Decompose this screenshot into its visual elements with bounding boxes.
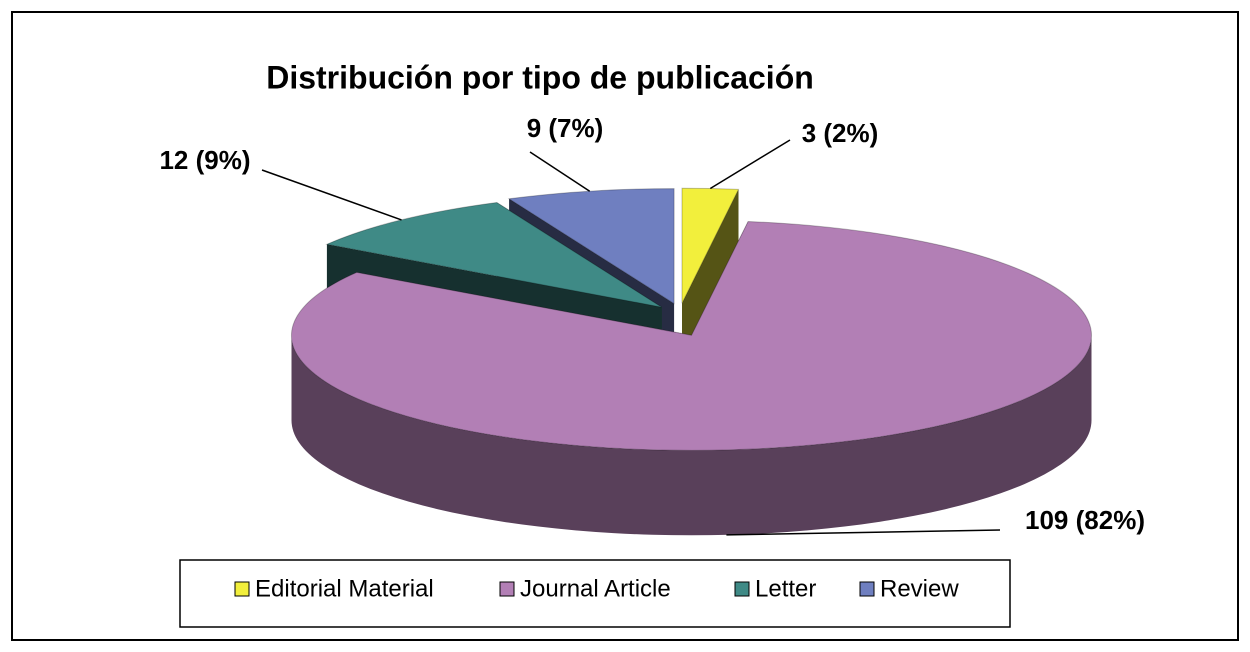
legend-label: Review xyxy=(880,575,959,602)
legend-label: Editorial Material xyxy=(255,575,434,602)
slice xyxy=(290,220,1092,536)
legend-label: Letter xyxy=(755,575,816,602)
data-label: 3 (2%) xyxy=(802,118,879,148)
legend-swatch xyxy=(499,581,515,597)
slice xyxy=(507,188,675,305)
legend-swatch xyxy=(859,581,875,597)
data-label: 109 (82%) xyxy=(1025,505,1145,535)
slice-side xyxy=(291,335,1092,536)
legend-swatch xyxy=(234,581,250,597)
data-label: 9 (7%) xyxy=(527,113,604,143)
data-label: 12 (9%) xyxy=(159,145,250,175)
legend-label: Journal Article xyxy=(520,575,671,602)
leader-line xyxy=(726,529,1001,536)
slice xyxy=(290,220,1092,451)
legend-swatch xyxy=(734,581,750,597)
leader-line xyxy=(709,139,791,190)
leader-line xyxy=(261,169,402,221)
leader-line xyxy=(529,151,591,192)
chart-title: Distribución por tipo de publicación xyxy=(266,59,814,95)
